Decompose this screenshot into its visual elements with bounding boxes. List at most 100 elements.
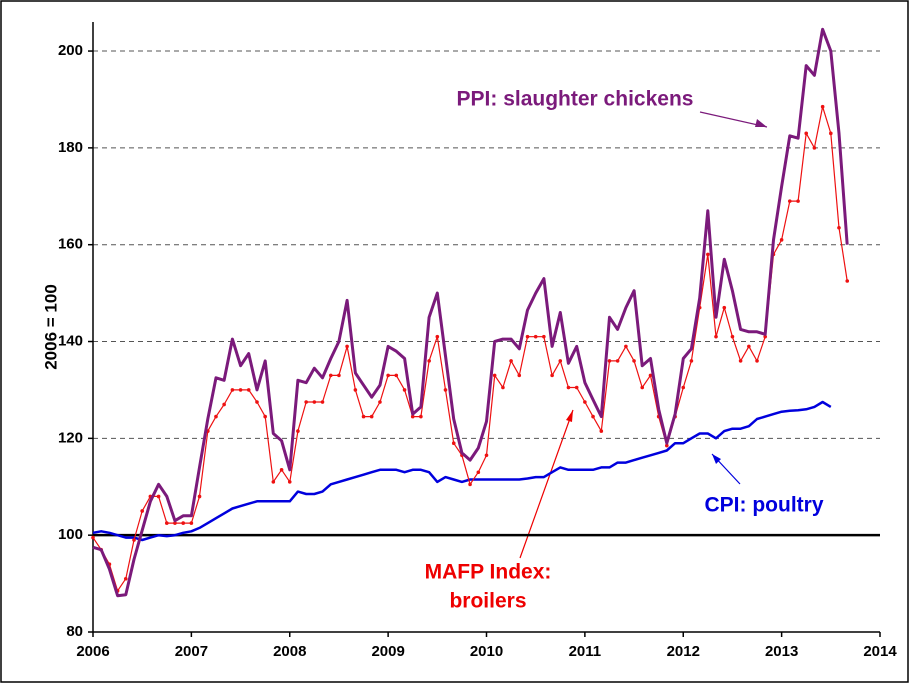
point (533, 334, 538, 339)
point (361, 414, 366, 419)
x-tick-label: 2011 (569, 643, 602, 660)
point (287, 480, 292, 484)
point (648, 373, 653, 378)
point (312, 400, 317, 404)
point (402, 388, 407, 392)
point (615, 359, 620, 363)
point (369, 414, 374, 419)
point (665, 443, 669, 448)
x-tick-label: 2014 (863, 643, 897, 660)
point (804, 131, 809, 136)
y-tick-label: 80 (66, 623, 83, 640)
point (140, 509, 144, 513)
point (427, 359, 431, 363)
point (763, 334, 767, 339)
annotation: CPI: poultry (705, 494, 824, 517)
y-tick-label: 200 (58, 42, 83, 59)
annotation: PPI: slaughter chickens (457, 88, 694, 111)
point (197, 494, 202, 499)
point (787, 199, 792, 203)
point (246, 388, 251, 392)
x-tick-label: 2012 (667, 643, 700, 660)
point (640, 385, 645, 390)
y-tick-label: 100 (58, 526, 83, 543)
x-tick-label: 2007 (175, 643, 208, 660)
point (730, 334, 735, 339)
point (599, 429, 604, 433)
series-line (92, 106, 848, 592)
point (255, 400, 259, 404)
point (566, 385, 571, 390)
point (345, 344, 349, 349)
x-tick-label: 2009 (371, 643, 404, 660)
point (829, 131, 833, 136)
point (632, 359, 636, 363)
point (238, 388, 243, 392)
point (91, 535, 95, 540)
point (156, 494, 161, 499)
point (320, 400, 325, 404)
point (279, 468, 284, 472)
point (484, 453, 489, 458)
point (501, 385, 505, 390)
point (230, 388, 235, 392)
point (394, 373, 399, 378)
point (410, 414, 415, 419)
point (123, 576, 128, 581)
point (378, 400, 382, 404)
point (386, 373, 390, 378)
point (738, 359, 743, 363)
y-tick-label: 140 (58, 332, 83, 349)
y-tick-label: 180 (58, 139, 83, 156)
point (296, 429, 300, 433)
point (558, 359, 563, 363)
point (214, 414, 218, 419)
point (492, 373, 497, 378)
point (542, 334, 546, 339)
point (451, 441, 456, 445)
point (837, 225, 841, 230)
x-tick-label: 2013 (765, 643, 798, 660)
point (550, 373, 554, 378)
point (714, 334, 718, 339)
point (574, 385, 579, 390)
point (304, 400, 308, 404)
annotation: broilers (449, 590, 526, 613)
series-line (92, 27, 849, 598)
point (435, 334, 440, 339)
point (337, 373, 341, 378)
point (517, 373, 522, 378)
x-tick-label: 2010 (470, 643, 503, 660)
point (747, 344, 751, 349)
point (845, 279, 850, 283)
point (755, 359, 759, 363)
point (271, 480, 276, 484)
x-tick-label: 2006 (76, 643, 109, 660)
arrow-head (712, 454, 721, 464)
point (583, 400, 587, 404)
point (328, 373, 333, 378)
point (722, 305, 727, 310)
point (509, 359, 513, 363)
point (820, 104, 825, 109)
point (468, 482, 472, 487)
point (525, 334, 530, 339)
point (263, 414, 267, 419)
point (796, 199, 800, 203)
point (812, 146, 817, 150)
point (607, 359, 612, 363)
arrow-head (755, 119, 767, 127)
series-line (92, 400, 832, 542)
y-tick-label: 160 (58, 236, 83, 253)
point (476, 470, 481, 475)
point (689, 359, 694, 363)
arrow-head (566, 410, 573, 422)
point (132, 538, 136, 542)
point (164, 521, 169, 525)
point (443, 388, 448, 392)
y-axis-label: 2006 = 100 (41, 284, 60, 370)
x-tick-label: 2008 (273, 643, 306, 660)
